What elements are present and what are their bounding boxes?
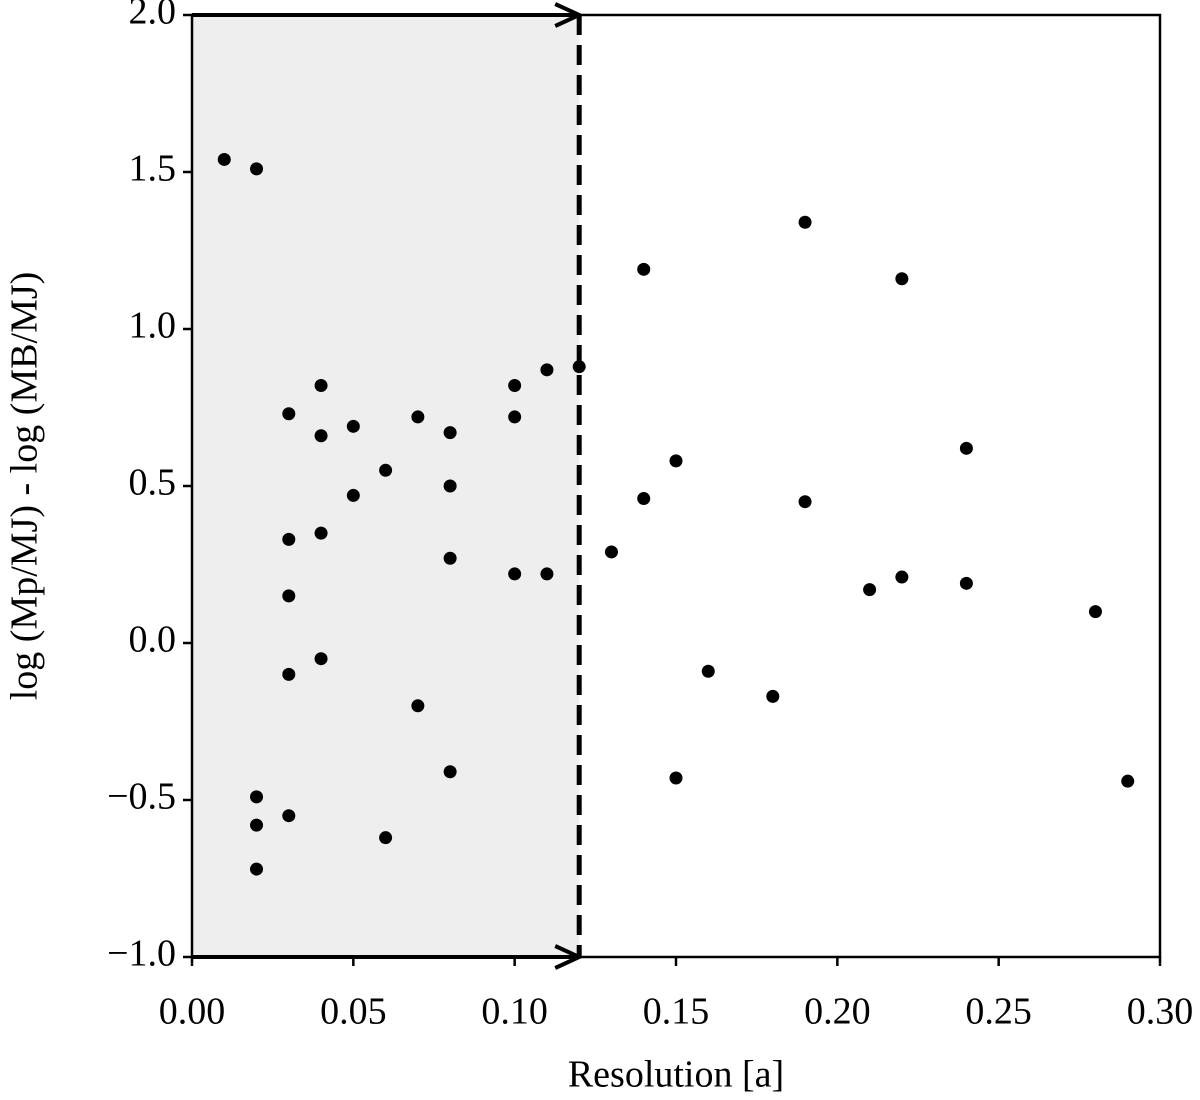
point [250, 818, 264, 832]
y-tick-label: 2.0 [129, 0, 177, 33]
point [250, 162, 264, 176]
point [282, 809, 296, 823]
x-tick-label: 0.05 [320, 991, 387, 1033]
point [863, 583, 877, 597]
point [443, 426, 457, 440]
point [959, 441, 973, 455]
point [250, 862, 264, 876]
x-tick-label: 0.00 [159, 991, 226, 1033]
x-tick-label: 0.30 [1127, 991, 1194, 1033]
point [443, 551, 457, 565]
point [798, 215, 812, 229]
point [669, 771, 683, 785]
point [314, 379, 328, 393]
point [411, 410, 425, 424]
x-axis-label: Resolution [a] [568, 1054, 784, 1096]
point [314, 429, 328, 443]
point [379, 463, 393, 477]
x-tick-label: 0.15 [643, 991, 710, 1033]
point [540, 363, 554, 377]
point [959, 576, 973, 590]
point [379, 831, 393, 845]
x-tick-label: 0.25 [965, 991, 1032, 1033]
point [604, 545, 618, 559]
point [282, 667, 296, 681]
y-axis-label: log (Mp/MJ) - log (MB/MJ) [4, 272, 46, 701]
point [669, 454, 683, 468]
y-tick-label: 1.0 [129, 305, 177, 347]
point [1088, 605, 1102, 619]
point [637, 492, 651, 506]
point [282, 589, 296, 603]
point [282, 532, 296, 546]
y-tick-label: −1.0 [107, 933, 176, 975]
plot-frame [190, 13, 1162, 959]
point [540, 567, 554, 581]
point [282, 407, 296, 421]
point [895, 570, 909, 584]
point [411, 699, 425, 713]
point [637, 262, 651, 276]
y-tick-label: 1.5 [129, 148, 177, 190]
point [443, 479, 457, 493]
shaded-region [192, 15, 580, 957]
x-tick-label: 0.20 [804, 991, 871, 1033]
point [443, 765, 457, 779]
point [346, 488, 360, 502]
y-tick-label: 0.0 [129, 619, 177, 661]
point [895, 272, 909, 286]
point [217, 152, 231, 166]
point [314, 526, 328, 540]
point [766, 689, 780, 703]
point [798, 495, 812, 509]
point [508, 410, 522, 424]
point [508, 567, 522, 581]
point [346, 419, 360, 433]
point [1121, 774, 1135, 788]
point [572, 360, 586, 374]
point [701, 664, 715, 678]
point [250, 790, 264, 804]
point [508, 379, 522, 393]
point [314, 652, 328, 666]
y-tick-label: 0.5 [129, 462, 177, 504]
y-tick-label: −0.5 [107, 776, 176, 818]
x-tick-label: 0.10 [481, 991, 548, 1033]
